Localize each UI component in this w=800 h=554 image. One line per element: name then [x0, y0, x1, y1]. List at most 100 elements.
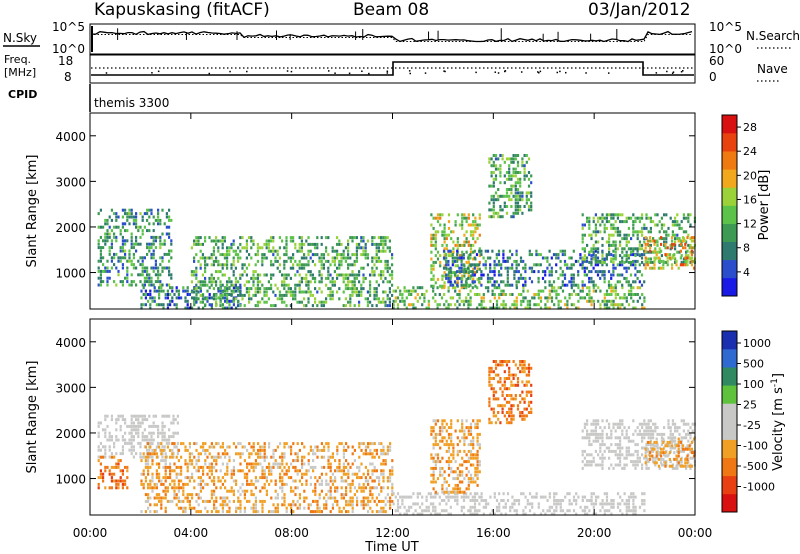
- scatter-cell: [305, 263, 308, 267]
- scatter-cell: [285, 239, 288, 243]
- scatter-cell: [149, 442, 152, 446]
- scatter-cell: [557, 303, 560, 307]
- scatter-cell: [338, 510, 341, 514]
- scatter-cell: [110, 239, 113, 243]
- scatter-cell: [525, 201, 528, 205]
- scatter-cell: [467, 460, 470, 464]
- scatter-cell: [443, 271, 446, 275]
- scatter-cell: [351, 293, 354, 297]
- scatter-cell: [512, 383, 515, 387]
- scatter-cell: [219, 297, 222, 301]
- scatter-cell: [300, 242, 303, 246]
- scatter-cell: [160, 286, 163, 290]
- scatter-cell: [221, 296, 224, 300]
- scatter-cell: [430, 223, 433, 227]
- scatter-cell: [594, 230, 597, 234]
- scatter-cell: [228, 489, 231, 493]
- scatter-cell: [110, 435, 113, 439]
- scatter-cell: [292, 236, 295, 240]
- scatter-cell: [195, 297, 198, 301]
- scatter-cell: [454, 499, 457, 502]
- scatter-cell: [590, 249, 593, 253]
- scatter-cell: [500, 280, 503, 284]
- scatter-cell: [237, 259, 240, 263]
- scatter-cell: [182, 499, 185, 503]
- scatter-cell: [272, 503, 275, 507]
- scatter-cell: [210, 304, 213, 308]
- scatter-cell: [331, 506, 334, 510]
- scatter-cell: [389, 503, 392, 507]
- scatter-cell: [494, 360, 498, 363]
- scatter-cell: [386, 493, 389, 497]
- scatter-cell: [158, 303, 161, 307]
- scatter-cell: [380, 448, 383, 452]
- scatter-cell: [608, 233, 611, 237]
- scatter-cell: [349, 280, 352, 284]
- scatter-cell: [152, 266, 155, 270]
- scatter-cell: [373, 442, 376, 446]
- scatter-cell: [467, 264, 470, 268]
- scatter-cell: [130, 212, 133, 216]
- scatter-cell: [621, 220, 624, 224]
- scatter-cell: [427, 492, 430, 496]
- scatter-cell: [601, 237, 604, 241]
- scatter-cell: [210, 489, 213, 493]
- scatter-cell: [219, 253, 222, 257]
- scatter-cell: [243, 263, 246, 267]
- scatter-cell: [625, 509, 628, 513]
- scatter-cell: [533, 495, 536, 499]
- scatter-cell: [230, 280, 233, 284]
- scatter-cell: [215, 459, 218, 463]
- scatter-cell: [458, 470, 462, 474]
- scatter-cell: [506, 492, 510, 496]
- scatter-cell: [443, 303, 446, 307]
- scatter-cell: [232, 489, 235, 493]
- scatter-cell: [226, 496, 229, 500]
- scatter-cell: [323, 445, 326, 449]
- scatter-cell: [272, 236, 275, 240]
- scatter-cell: [153, 452, 156, 456]
- scatter-cell: [585, 256, 589, 260]
- scatter-cell: [334, 496, 337, 500]
- scatter-cell: [504, 259, 507, 263]
- scatter-cell: [530, 174, 533, 178]
- scatter-cell: [527, 198, 531, 202]
- scatter-cell: [184, 289, 187, 293]
- scatter-cell: [462, 505, 466, 509]
- scatter-cell: [463, 432, 466, 436]
- scatter-cell: [355, 273, 358, 277]
- scatter-cell: [285, 246, 288, 250]
- scatter-cell: [226, 246, 229, 250]
- scatter-cell: [515, 249, 518, 253]
- scatter-cell: [596, 256, 600, 260]
- scatter-cell: [544, 296, 547, 300]
- scatter-cell: [503, 380, 506, 384]
- scatter-cell: [161, 424, 164, 428]
- scatter-cell: [389, 442, 392, 446]
- scatter-cell: [521, 390, 524, 394]
- scatter-cell: [206, 448, 209, 452]
- scatter-cell: [623, 254, 626, 258]
- scatter-cell: [493, 296, 496, 300]
- scatter-cell: [599, 509, 602, 513]
- scatter-cell: [351, 482, 354, 486]
- scatter-cell: [121, 438, 124, 442]
- scatter-cell: [441, 277, 444, 281]
- scatter-cell: [473, 505, 477, 509]
- scatter-cell: [436, 257, 440, 261]
- scatter-cell: [221, 445, 224, 449]
- scatter-cell: [113, 465, 116, 469]
- scatter-cell: [217, 246, 220, 250]
- scatter-cell: [632, 263, 635, 267]
- scatter-cell: [418, 505, 422, 509]
- scatter-cell: [632, 213, 635, 217]
- scatter-cell: [305, 273, 308, 277]
- scatter-cell: [450, 470, 453, 474]
- scatter-cell: [228, 253, 231, 257]
- scatter-cell: [501, 154, 504, 157]
- scatter-cell: [603, 512, 606, 516]
- scatter-cell: [338, 459, 341, 463]
- scatter-cell: [579, 253, 582, 257]
- scatter-cell: [489, 299, 492, 303]
- scatter-cell: [634, 306, 637, 310]
